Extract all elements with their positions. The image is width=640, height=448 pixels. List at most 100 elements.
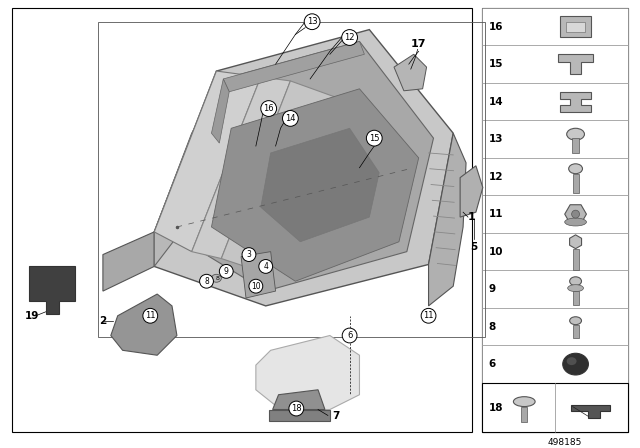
Circle shape	[200, 274, 213, 288]
Circle shape	[220, 264, 233, 278]
Polygon shape	[211, 79, 229, 143]
Polygon shape	[154, 133, 192, 267]
Text: 12: 12	[489, 172, 503, 181]
Text: 8: 8	[489, 322, 496, 332]
Ellipse shape	[568, 284, 584, 292]
Text: 12: 12	[344, 33, 355, 42]
Text: 13: 13	[307, 17, 317, 26]
Bar	[482, 308, 628, 345]
Circle shape	[249, 279, 263, 293]
Ellipse shape	[566, 357, 577, 365]
Text: 19: 19	[25, 311, 39, 321]
Bar	[482, 83, 628, 121]
Text: 17: 17	[411, 39, 426, 49]
Text: 9: 9	[224, 267, 228, 276]
Circle shape	[259, 259, 273, 273]
Bar	[573, 249, 579, 271]
Text: 1: 1	[468, 212, 476, 222]
Polygon shape	[571, 405, 610, 418]
Text: 8: 8	[216, 276, 220, 281]
Text: 16: 16	[489, 22, 503, 32]
Ellipse shape	[563, 353, 588, 375]
Text: 7: 7	[332, 411, 339, 422]
Text: 9: 9	[489, 284, 496, 294]
Polygon shape	[29, 267, 76, 314]
Circle shape	[143, 308, 157, 323]
Bar	[482, 383, 628, 432]
Bar	[482, 45, 628, 83]
Ellipse shape	[566, 128, 584, 140]
Bar	[269, 409, 330, 422]
Circle shape	[242, 248, 256, 262]
Text: 5: 5	[470, 242, 477, 252]
Bar	[482, 345, 628, 383]
Circle shape	[282, 111, 298, 126]
Text: 3: 3	[246, 250, 252, 259]
Text: 16: 16	[264, 104, 274, 113]
Bar	[482, 233, 628, 271]
Bar	[482, 271, 628, 308]
Polygon shape	[154, 71, 260, 252]
Circle shape	[304, 14, 320, 30]
Bar	[482, 195, 628, 233]
Bar	[482, 8, 628, 432]
Polygon shape	[394, 54, 427, 91]
Text: 10: 10	[489, 247, 503, 257]
Text: 18: 18	[489, 403, 503, 413]
Bar	[572, 138, 579, 153]
Ellipse shape	[211, 274, 221, 282]
Ellipse shape	[570, 317, 582, 325]
Bar	[482, 158, 628, 195]
Text: 498185: 498185	[548, 438, 582, 447]
Text: 6: 6	[489, 359, 496, 369]
Polygon shape	[211, 89, 419, 281]
Text: 18: 18	[291, 404, 301, 413]
Text: 15: 15	[489, 59, 503, 69]
Bar	[98, 22, 484, 337]
Ellipse shape	[570, 277, 582, 286]
Text: 11: 11	[489, 209, 503, 219]
Ellipse shape	[513, 396, 535, 406]
Text: 4: 4	[263, 262, 268, 271]
Bar	[573, 325, 579, 339]
Polygon shape	[560, 92, 591, 112]
Bar	[566, 22, 586, 31]
Polygon shape	[192, 77, 291, 258]
Polygon shape	[221, 81, 340, 274]
Polygon shape	[460, 166, 483, 217]
Bar	[522, 406, 527, 422]
Polygon shape	[177, 42, 433, 291]
Polygon shape	[570, 235, 582, 249]
Bar	[573, 291, 579, 305]
Text: 14: 14	[285, 114, 296, 123]
Polygon shape	[223, 42, 364, 92]
Text: 11: 11	[423, 311, 434, 320]
Polygon shape	[154, 30, 453, 306]
Text: 11: 11	[145, 311, 156, 320]
Text: 15: 15	[369, 134, 380, 142]
Ellipse shape	[564, 218, 586, 226]
Polygon shape	[111, 294, 177, 355]
Text: 2: 2	[99, 316, 106, 326]
Polygon shape	[103, 232, 154, 291]
Polygon shape	[241, 252, 276, 298]
Polygon shape	[260, 128, 380, 242]
Polygon shape	[564, 205, 586, 224]
Text: 8: 8	[204, 277, 209, 286]
Text: 10: 10	[251, 282, 260, 291]
Bar	[482, 8, 628, 45]
Circle shape	[289, 401, 304, 416]
Bar	[12, 8, 472, 432]
Polygon shape	[558, 54, 593, 74]
Circle shape	[421, 308, 436, 323]
Ellipse shape	[569, 164, 582, 174]
Circle shape	[572, 210, 580, 218]
Polygon shape	[429, 133, 466, 306]
Text: 13: 13	[489, 134, 503, 144]
Polygon shape	[273, 390, 325, 409]
Circle shape	[260, 101, 276, 116]
Circle shape	[342, 30, 358, 45]
Bar	[573, 174, 579, 194]
Polygon shape	[256, 336, 360, 409]
Circle shape	[342, 328, 357, 343]
